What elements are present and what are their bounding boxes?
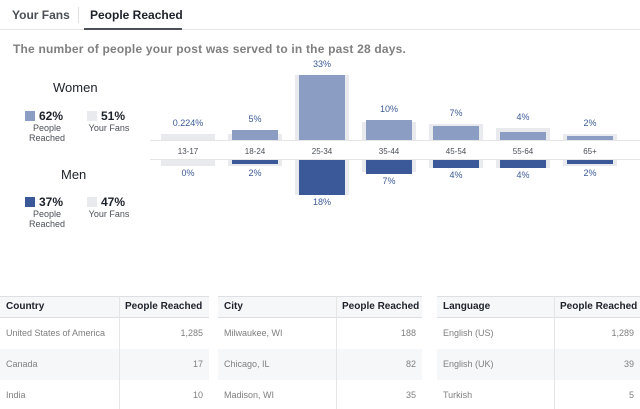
age-axis-strip [150, 140, 640, 160]
fans-bar-women-13-17 [161, 134, 215, 140]
women-value-label-18-24: 5% [248, 114, 262, 125]
men-bar-35-44 [366, 160, 412, 174]
country-value-cell: 1,285 [180, 328, 203, 338]
women-value-label-13-17: 0.224% [172, 118, 204, 128]
city-name-cell: Chicago, IL [224, 359, 270, 369]
city-value-cell: 82 [405, 359, 416, 369]
women-bar-13-17 [165, 139, 211, 140]
men-bar-25-34 [299, 160, 345, 196]
country-table: United States of America 1,285 Canada 17 Ind… [0, 296, 209, 409]
table-row[interactable] [437, 349, 640, 380]
age-label-45-54: 45-54 [445, 147, 467, 156]
country-value-cell: 10 [192, 390, 203, 400]
city-metric-header[interactable]: People Reached [342, 301, 420, 312]
men-bar-55-64 [500, 160, 546, 168]
language-metric-header[interactable]: People Reached [560, 301, 638, 312]
age-label-65+: 65+ [583, 147, 597, 156]
age-label-25-34: 25-34 [311, 147, 333, 156]
men-fans-pct: 47% [101, 195, 126, 209]
women-reached-label: People Reached [29, 123, 65, 143]
city-column-divider [336, 296, 337, 409]
men-value-label-55-64: 4% [516, 169, 530, 180]
men-bar-65+ [567, 160, 613, 164]
women-reached-pct: 62% [39, 109, 64, 123]
language-table: English (US) 1,289 English (UK) 39 Turkish 5 L… [437, 296, 640, 409]
city-header-bar [218, 296, 422, 318]
country-value-cell: 17 [192, 359, 203, 369]
language-value-cell: 1,289 [611, 328, 634, 338]
age-label-35-44: 35-44 [378, 147, 400, 156]
men-value-label-65+: 2% [583, 168, 597, 178]
chart-description: The number of people your post was serve… [13, 42, 407, 56]
women-value-label-65+: 2% [583, 118, 597, 128]
country-column-header[interactable]: Country [6, 301, 45, 312]
men-value-label-35-44: 7% [382, 175, 396, 186]
men-value-label-45-54: 4% [449, 169, 463, 180]
country-column-divider [119, 296, 120, 409]
men-swatch [25, 197, 35, 207]
language-header-bar [437, 296, 640, 318]
women-fans-label: Your Fans [88, 123, 130, 133]
tab-your-fans[interactable]: Your Fans [12, 8, 70, 22]
language-column-header[interactable]: Language [443, 301, 491, 312]
men-reached-label: People Reached [29, 209, 65, 229]
women-bar-55-64 [500, 132, 546, 140]
women-value-label-55-64: 4% [516, 112, 530, 123]
city-value-cell: 35 [405, 390, 416, 400]
men-value-label-13-17: 0% [181, 168, 195, 178]
tab-people-reached[interactable]: People Reached [90, 8, 183, 22]
city-name-cell: Madison, WI [224, 390, 275, 400]
women-bar-45-54 [433, 126, 479, 140]
language-value-cell: 39 [623, 359, 634, 369]
age-gender-bar-chart: 13-17 0.224% 0% 18-24 5% 2% 25-34 33% 18% 35-44 10… [150, 58, 640, 220]
women-swatch [25, 111, 35, 121]
country-name-cell: Canada [6, 359, 38, 369]
women-reached-label-line-2: Reached [29, 133, 66, 143]
fans-swatch [87, 197, 97, 207]
city-table: Milwaukee, WI 188 Chicago, IL 82 Madison, WI… [218, 296, 422, 409]
table-row[interactable] [0, 349, 209, 380]
city-column-header[interactable]: City [224, 301, 243, 312]
men-reached-label-line-1: People [32, 209, 62, 219]
women-reached-label-line-1: People [32, 123, 62, 133]
country-header-bar [0, 296, 209, 318]
age-label-13-17: 13-17 [177, 147, 199, 156]
tab-bar: Your Fans People Reached [0, 0, 640, 30]
men-legend-title: Men [61, 167, 87, 182]
women-legend-title: Women [53, 80, 98, 95]
country-name-cell: India [6, 390, 26, 400]
men-bar-45-54 [433, 160, 479, 168]
country-name-cell: United States of America [6, 328, 106, 338]
table-row[interactable] [218, 349, 422, 380]
language-column-divider [554, 296, 555, 409]
men-reached-pct: 37% [39, 195, 64, 209]
women-bar-35-44 [366, 120, 412, 140]
women-value-label-45-54: 7% [449, 108, 463, 119]
city-name-cell: Milwaukee, WI [224, 328, 283, 338]
active-tab-indicator [84, 28, 182, 30]
fans-swatch [87, 111, 97, 121]
men-value-label-18-24: 2% [248, 168, 262, 178]
women-value-label-35-44: 10% [379, 104, 398, 115]
men-value-label-25-34: 18% [312, 197, 331, 208]
men-fans-label: Your Fans [88, 209, 130, 219]
language-value-cell: 5 [628, 390, 634, 400]
women-bar-18-24 [232, 130, 278, 140]
language-name-cell: Turkish [443, 390, 473, 400]
age-label-55-64: 55-64 [512, 147, 534, 156]
women-fans-pct: 51% [101, 109, 126, 123]
men-reached-label-line-2: Reached [29, 219, 66, 229]
women-value-label-25-34: 33% [312, 59, 331, 69]
women-bar-25-34 [299, 75, 345, 140]
age-label-18-24: 18-24 [244, 147, 266, 156]
city-value-cell: 188 [400, 328, 416, 338]
language-name-cell: English (UK) [443, 359, 494, 369]
tab-divider [78, 7, 79, 23]
women-bar-65+ [567, 136, 613, 140]
language-name-cell: English (US) [443, 328, 494, 338]
fans-bar-men-13-17 [161, 160, 215, 166]
men-bar-18-24 [232, 160, 278, 164]
country-metric-header[interactable]: People Reached [125, 301, 203, 312]
